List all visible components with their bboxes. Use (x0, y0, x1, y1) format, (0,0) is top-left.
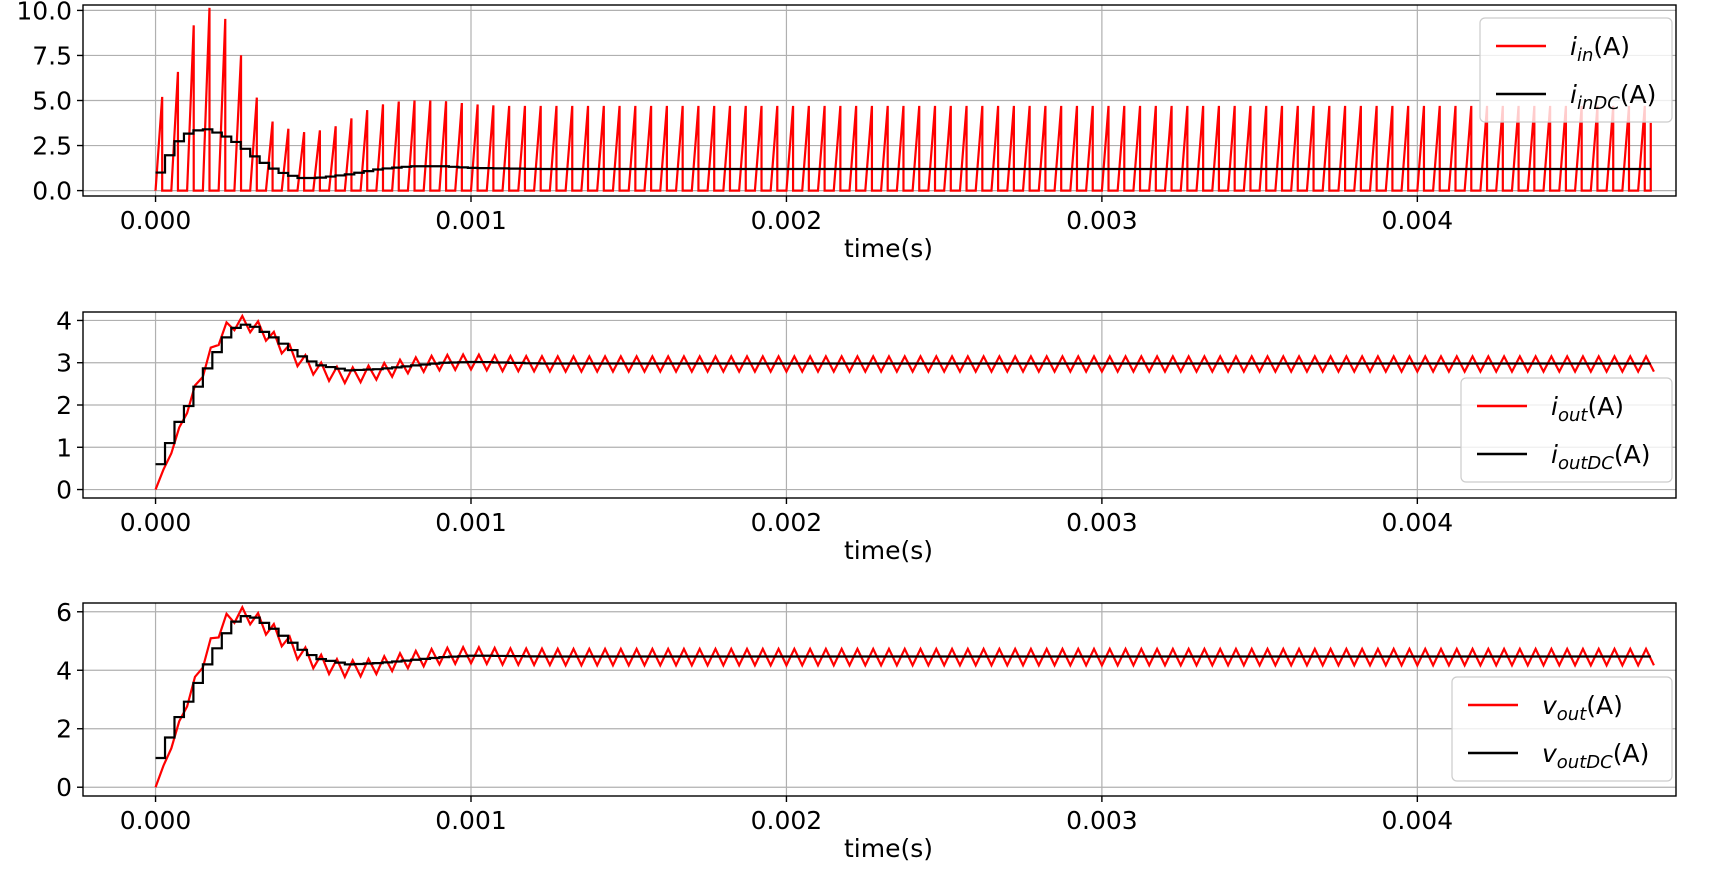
x-tick-label: 0.004 (1382, 806, 1454, 835)
legend-box (1479, 17, 1673, 123)
chart-panel-3: 0.000 0.001 0.002 0.003 0.0040246time(s)vout… (56, 598, 1677, 863)
legend: iout(A)ioutDC(A) (1460, 377, 1673, 483)
plot-area (154, 313, 1655, 490)
y-tick-label: 4 (56, 306, 72, 335)
series-line-outDC (155, 323, 1651, 466)
series-line-in (154, 7, 1652, 192)
x-tick-label: 0.003 (1066, 206, 1138, 235)
x-tick-label: 0.002 (751, 206, 823, 235)
x-tick-label: 0.002 (751, 806, 823, 835)
x-tick-label: 0.004 (1382, 206, 1454, 235)
x-tick-label: 0.004 (1382, 508, 1454, 537)
y-tick-label: 4 (56, 656, 72, 685)
legend-unit: (A) (1620, 80, 1657, 109)
x-tick-label: 0.000 (120, 508, 192, 537)
series-line-inDC (155, 128, 1651, 180)
legend: vout(A)voutDC(A) (1451, 676, 1673, 782)
x-axis-label: time(s) (844, 834, 933, 863)
y-tick-label: 6 (56, 598, 72, 627)
legend-var: i (1551, 440, 1558, 469)
y-tick-label: 2.5 (32, 132, 72, 161)
y-tick-label: 10.0 (16, 0, 72, 25)
legend-var: v (1542, 739, 1558, 768)
legend-subscript: outDC (1557, 752, 1613, 773)
legend-label: iinDC(A) (1570, 80, 1656, 114)
series-line-out (154, 313, 1655, 490)
legend-unit: (A) (1593, 32, 1630, 61)
y-tick-label: 2 (56, 715, 72, 744)
x-tick-label: 0.000 (120, 806, 192, 835)
legend: iin(A)iinDC(A) (1479, 17, 1673, 123)
legend-subscript: in (1577, 45, 1593, 66)
legend-unit: (A) (1614, 440, 1651, 469)
legend-subscript: out (1557, 704, 1587, 725)
y-tick-label: 2 (56, 391, 72, 420)
legend-subscript: inDC (1577, 93, 1620, 114)
legend-label: voutDC(A) (1542, 739, 1649, 773)
legend-var: i (1551, 392, 1558, 421)
chart-panel-1: 0.000 0.001 0.002 0.003 0.004 0.0 2.5 5.0 7.5 10.… (16, 0, 1677, 263)
legend-subscript: outDC (1558, 453, 1614, 474)
y-tick-label: 5.0 (32, 87, 72, 116)
chart-panel-2: 0.000 0.001 0.002 0.003 0.00401234time(s)iou… (56, 306, 1677, 565)
y-tick-label: 1 (56, 433, 72, 462)
x-tick-label: 0.002 (751, 508, 823, 537)
x-tick-label: 0.003 (1066, 806, 1138, 835)
x-tick-label: 0.001 (435, 206, 507, 235)
plot-area (154, 7, 1652, 192)
x-axis-label: time(s) (844, 234, 933, 263)
legend-label: iout(A) (1551, 392, 1624, 426)
series-line-outDC (155, 615, 1651, 760)
y-tick-label: 7.5 (32, 41, 72, 70)
legend-unit: (A) (1613, 739, 1650, 768)
x-tick-label: 0.001 (435, 806, 507, 835)
y-tick-label: 3 (56, 349, 72, 378)
x-tick-label: 0.003 (1066, 508, 1138, 537)
legend-var: i (1570, 32, 1577, 61)
legend-unit: (A) (1587, 392, 1624, 421)
y-tick-label: 0 (56, 773, 72, 802)
legend-subscript: out (1558, 405, 1588, 426)
axes-frame (82, 602, 1677, 797)
x-tick-label: 0.000 (120, 206, 192, 235)
legend-var: v (1542, 691, 1558, 720)
series-line-out (154, 604, 1655, 788)
legend-label: ioutDC(A) (1551, 440, 1650, 474)
legend-box (1460, 377, 1673, 483)
x-axis-label: time(s) (844, 536, 933, 565)
legend-unit: (A) (1586, 691, 1623, 720)
legend-label: iin(A) (1570, 32, 1630, 66)
x-tick-label: 0.001 (435, 508, 507, 537)
y-tick-label: 0.0 (32, 177, 72, 206)
legend-label: vout(A) (1542, 691, 1623, 725)
plot-area (154, 604, 1655, 788)
legend-box (1451, 676, 1673, 782)
y-tick-label: 0 (56, 476, 72, 505)
legend-var: i (1570, 80, 1577, 109)
